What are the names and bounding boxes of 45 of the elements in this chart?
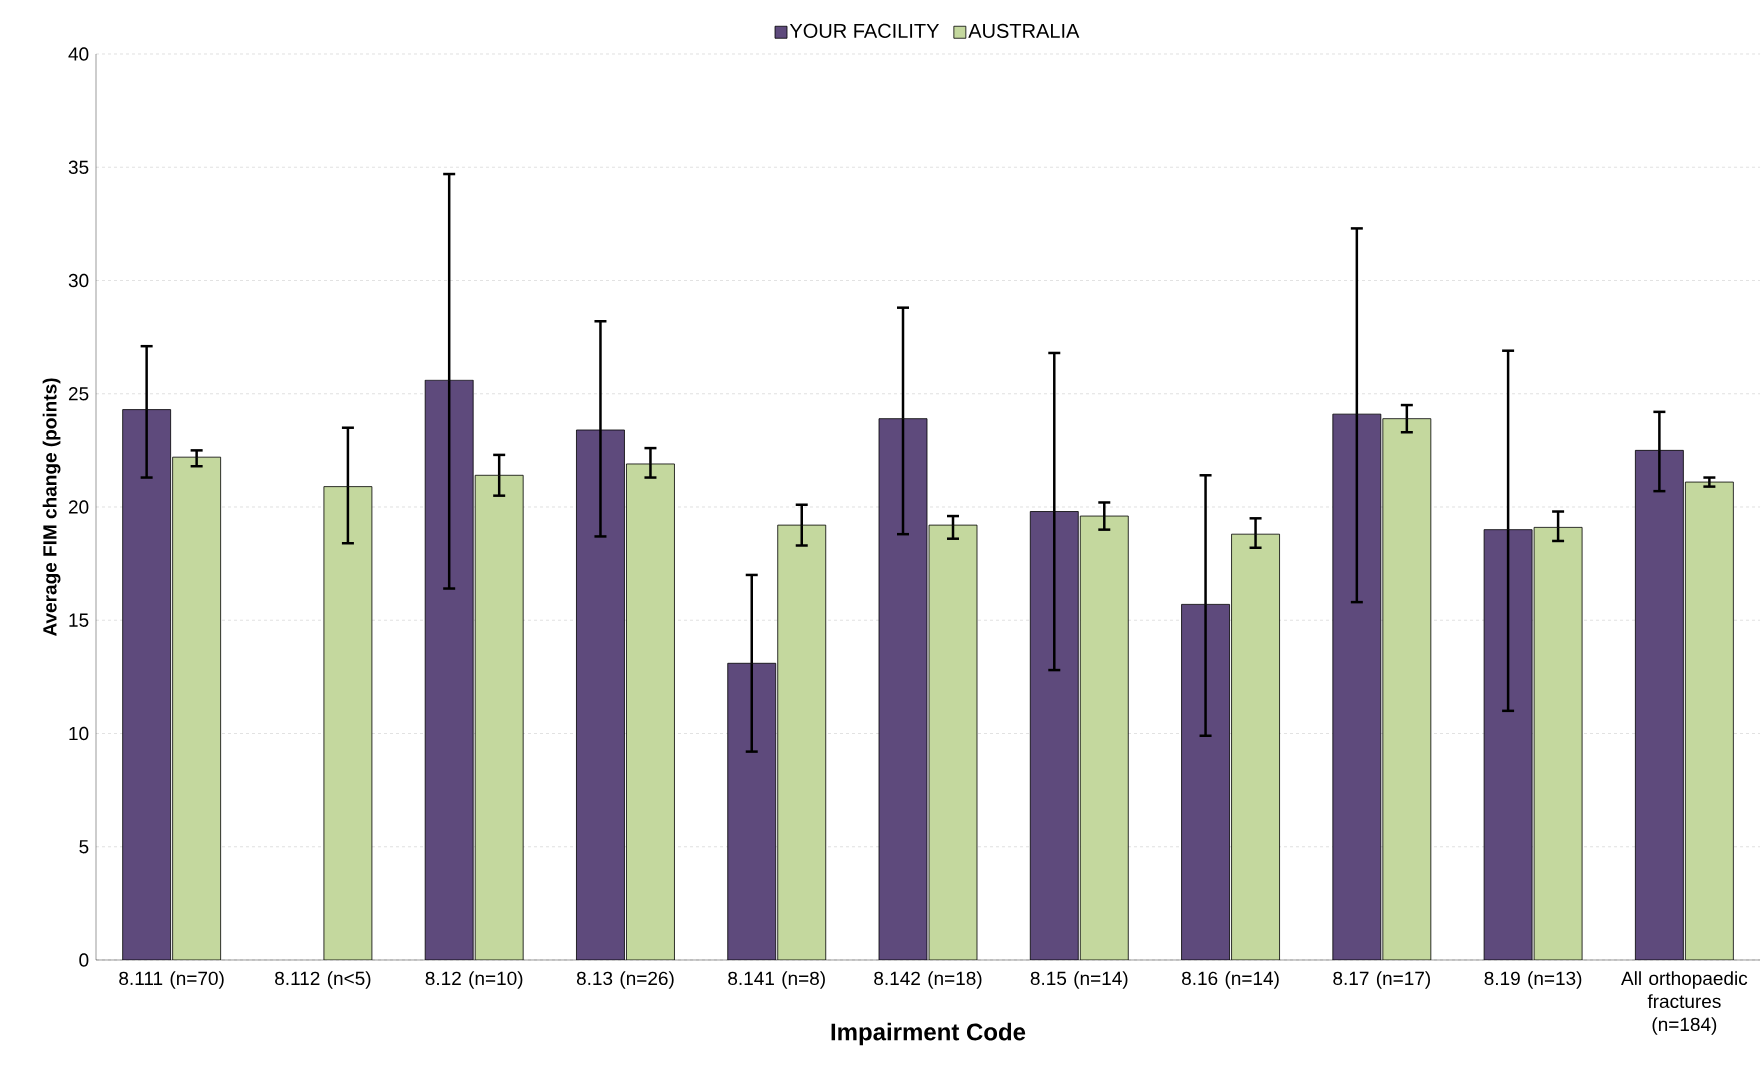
x-tick-label: 8.17 (n=17) bbox=[1333, 971, 1431, 989]
x-tick-label: 8.16 (n=14) bbox=[1182, 971, 1279, 989]
x-axis-title: Impairment Code bbox=[831, 1022, 1026, 1046]
y-tick-label: 40 bbox=[68, 47, 89, 61]
legend-label: AUSTRALIA bbox=[968, 23, 1080, 38]
x-tick-label: 8.19 (n=13) bbox=[1484, 971, 1582, 989]
bar bbox=[122, 409, 172, 960]
y-tick-label: 0 bbox=[79, 953, 89, 967]
y-tick-label: 30 bbox=[68, 273, 89, 288]
bar bbox=[1332, 413, 1382, 960]
y-tick-label: 35 bbox=[68, 160, 89, 174]
legend-label: YOUR FACILITY bbox=[789, 23, 940, 38]
bar bbox=[1684, 481, 1734, 960]
x-tick-label: 8.12 (n=10) bbox=[425, 971, 523, 989]
y-axis-title: Average FIM change (points) bbox=[42, 378, 61, 637]
bar bbox=[1483, 529, 1533, 960]
x-tick-label: 8.141 (n=8) bbox=[728, 971, 825, 989]
x-tick-label: 8.15 (n=14) bbox=[1030, 971, 1128, 989]
y-tick-label: 25 bbox=[68, 387, 89, 401]
bar bbox=[1382, 418, 1432, 960]
bar bbox=[878, 418, 928, 960]
bar bbox=[1079, 515, 1129, 960]
bar bbox=[1029, 511, 1079, 960]
bar bbox=[424, 379, 474, 960]
bar bbox=[1181, 603, 1230, 960]
y-tick-label: 5 bbox=[79, 840, 89, 854]
x-tick-label: All orthopaedic fractures (n=184) bbox=[1621, 971, 1748, 1035]
bar bbox=[1634, 449, 1684, 960]
bar bbox=[777, 524, 827, 960]
y-tick-label: 15 bbox=[69, 613, 89, 627]
bar bbox=[928, 524, 978, 960]
x-tick-label: 8.112 (n<5) bbox=[275, 971, 371, 989]
x-tick-label: 8.13 (n=26) bbox=[576, 971, 674, 989]
bar bbox=[1533, 526, 1583, 960]
x-tick-label: 8.111 (n=70) bbox=[119, 971, 224, 989]
bar bbox=[323, 486, 373, 960]
bar bbox=[727, 662, 777, 960]
bar bbox=[626, 463, 675, 960]
bar bbox=[172, 456, 222, 960]
y-tick-label: 10 bbox=[69, 726, 89, 741]
x-tick-label: 8.142 (n=18) bbox=[874, 971, 982, 989]
bar bbox=[474, 474, 524, 960]
bar bbox=[576, 429, 625, 960]
y-tick-label: 20 bbox=[68, 500, 89, 514]
bar bbox=[1231, 533, 1280, 960]
